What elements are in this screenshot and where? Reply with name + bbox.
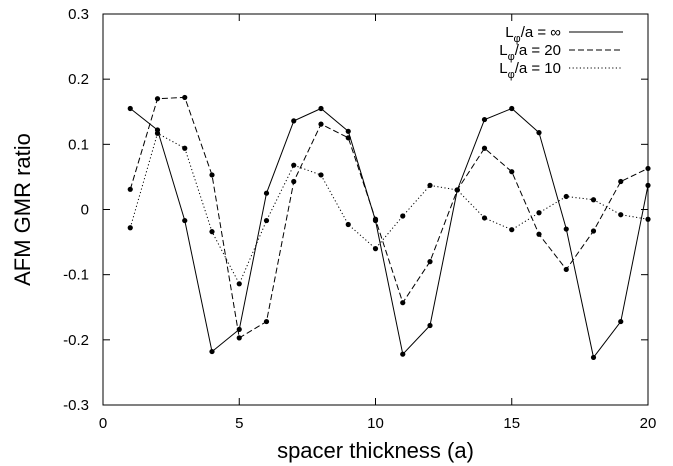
- data-point: [590, 197, 597, 203]
- x-tick-label: 5: [235, 415, 243, 432]
- data-point: [536, 210, 542, 216]
- data-point: [481, 145, 488, 151]
- data-point: [263, 217, 270, 224]
- y-tick-label: -0.3: [63, 397, 89, 414]
- data-point: [590, 354, 597, 361]
- data-point: [563, 193, 569, 200]
- plot-frame: [102, 13, 649, 406]
- data-point: [372, 216, 379, 222]
- data-point: [400, 351, 406, 357]
- y-tick-label: -0.2: [63, 332, 89, 349]
- x-tick-label: 10: [367, 415, 384, 432]
- data-point: [618, 318, 624, 325]
- legend-label: Lφ/a = 20: [499, 42, 561, 63]
- data-point: [481, 116, 488, 123]
- x-tick-label: 20: [640, 415, 657, 432]
- data-point: [182, 145, 188, 151]
- data-point: [563, 266, 569, 273]
- series-line: [129, 132, 649, 285]
- data-point: [291, 178, 297, 185]
- data-point: [372, 246, 379, 252]
- data-point: [182, 217, 188, 224]
- data-point: [318, 172, 324, 178]
- data-point: [291, 118, 297, 124]
- y-axis-title: AFM GMR ratio: [10, 133, 35, 286]
- x-axis-title: spacer thickness (a): [277, 438, 474, 463]
- legend-label: Lφ/a = ∞: [505, 24, 561, 45]
- data-point: [345, 135, 351, 141]
- data-point: [182, 94, 188, 101]
- data-point: [427, 259, 433, 265]
- series-dashed: [127, 94, 651, 341]
- data-point: [318, 105, 324, 112]
- legend-entry: Lφ/a = 20: [499, 42, 623, 63]
- data-point: [236, 281, 242, 287]
- data-point: [618, 178, 624, 185]
- y-tick-label: 0.1: [68, 136, 89, 153]
- data-point: [427, 322, 433, 329]
- data-point: [127, 186, 133, 192]
- data-point: [127, 225, 133, 231]
- data-point: [209, 229, 215, 235]
- data-point: [454, 187, 460, 193]
- legend-entry: Lφ/a = ∞: [505, 24, 623, 45]
- y-tick-label: 0: [81, 202, 89, 219]
- data-point: [154, 130, 161, 136]
- data-point: [536, 231, 542, 237]
- data-point: [481, 215, 488, 221]
- data-point: [154, 96, 161, 102]
- series-solid: [127, 105, 651, 361]
- series-line: [129, 96, 649, 339]
- data-point: [590, 228, 597, 234]
- series-dotted: [127, 130, 651, 287]
- data-point: [563, 226, 569, 232]
- data-point: [427, 182, 433, 188]
- y-tick-label: 0.2: [68, 71, 89, 88]
- data-point: [400, 213, 406, 219]
- legend-entry: Lφ/a = 10: [499, 60, 623, 81]
- data-point: [236, 335, 242, 341]
- y-tick-label: 0.3: [68, 6, 89, 23]
- data-point: [263, 190, 270, 196]
- series-line: [129, 107, 649, 359]
- series-layer: [127, 94, 651, 361]
- data-point: [618, 212, 624, 218]
- y-tick-label: -0.1: [63, 267, 89, 284]
- data-point: [263, 318, 270, 325]
- data-point: [345, 221, 351, 228]
- legend-label: Lφ/a = 10: [499, 60, 561, 81]
- x-tick-label: 0: [99, 415, 107, 432]
- data-point: [209, 172, 215, 178]
- data-point: [209, 348, 215, 355]
- data-point: [509, 227, 515, 233]
- data-point: [509, 105, 515, 112]
- data-point: [400, 300, 406, 306]
- data-point: [127, 105, 133, 112]
- data-point: [345, 128, 351, 134]
- data-point: [291, 162, 297, 168]
- data-point: [509, 169, 515, 175]
- data-point: [536, 130, 542, 136]
- data-point: [318, 121, 324, 127]
- x-tick-label: 15: [503, 415, 520, 432]
- ticks-layer: 0 5 10 15 20 -0.3 -0.2 -0.1 0 0.1 0.2 0.3: [63, 6, 656, 432]
